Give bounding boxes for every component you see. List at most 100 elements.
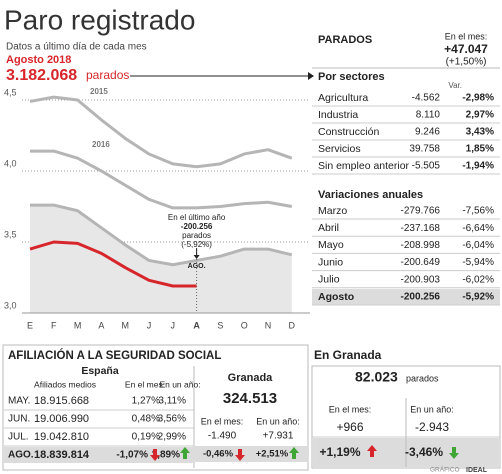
row-value: 18.839.814 [34, 449, 90, 461]
row-value: -4.562 [412, 93, 441, 104]
column-header: En el mes: [125, 379, 165, 389]
row-pct: 3,11% [158, 396, 186, 407]
row-value: 19.006.990 [34, 413, 89, 425]
series-label: 2016 [92, 140, 110, 149]
subtitle: Datos a último día de cada mes [6, 42, 147, 53]
highlight-row [4, 447, 194, 463]
total: 324.513 [223, 390, 277, 407]
highlight-row [312, 289, 500, 305]
row-label: Marzo [318, 205, 347, 217]
annotation: -200.256 [181, 222, 213, 231]
row-value: 39.758 [409, 144, 440, 155]
y-tick-label: 3,5 [4, 229, 17, 239]
unit: parados [406, 373, 439, 383]
row-value: -200.256 [401, 292, 441, 303]
x-tick-label: D [289, 320, 296, 330]
y-tick-label: 4,0 [4, 158, 17, 168]
sub-title: Granada [228, 372, 274, 384]
row-pct: -6,04% [462, 240, 494, 251]
row-value: -200.903 [401, 274, 441, 285]
total: 3.182.068 [6, 67, 77, 84]
arrow-up [289, 447, 299, 459]
row-pct: 3,56% [158, 414, 186, 425]
x-tick-label: M [74, 320, 82, 330]
column-header: En un año: [256, 416, 300, 426]
value: +47.047 [444, 42, 488, 56]
row-value: -200.649 [401, 257, 441, 268]
row-pct: -6,64% [462, 223, 494, 234]
pct: +2,51% [256, 449, 289, 460]
row-pct: 0,19% [132, 432, 160, 443]
row-label: AGO. [8, 450, 34, 461]
value: +7.931 [263, 431, 294, 442]
value: -2.943 [415, 420, 449, 434]
period: Agosto 2018 [6, 54, 71, 66]
section-title: AFILIACIÓN A LA SEGURIDAD SOCIAL [8, 349, 221, 362]
row-label: Agosto [318, 291, 354, 303]
row-label: JUL. [8, 432, 29, 443]
row-pct: 1,27% [132, 396, 160, 407]
y-tick-label: 4,5 [4, 87, 17, 97]
line [29, 95, 293, 169]
section-title: PARADOS [318, 34, 372, 46]
value: +966 [336, 420, 363, 434]
row-label: Sin empleo anterior [318, 160, 410, 172]
annotation: En el último año [168, 213, 226, 222]
section-title: Variaciones anuales [318, 189, 423, 201]
pct: -3,46% [405, 445, 443, 459]
row-pct: 2,97% [466, 110, 494, 121]
row-label: Servicios [318, 143, 361, 155]
row-label: Junio [318, 256, 343, 268]
row-pct: 3,43% [466, 127, 494, 138]
title: Paro registrado [4, 4, 195, 35]
arrow-up [180, 447, 190, 459]
annotation: parados [182, 231, 211, 240]
row-pct: -6,02% [462, 274, 494, 285]
section-title: En Granada [314, 348, 382, 362]
row-value: -279.766 [401, 206, 441, 217]
row-value: 9.246 [415, 127, 440, 138]
annotation: (-5,92%) [181, 240, 212, 249]
row-label: Abril [318, 222, 339, 234]
column-header: En un año: [159, 379, 200, 389]
section-title: Por sectores [318, 71, 385, 83]
column-header: En el mes: [201, 416, 244, 426]
credit: IDEAL [466, 467, 488, 474]
area [30, 205, 292, 313]
credit: GRÁFICO [430, 465, 460, 474]
x-tick-label: A [193, 320, 200, 330]
row-pct: 2,89% [152, 450, 180, 461]
x-tick-label: A [98, 320, 104, 330]
x-tick-label: E [27, 320, 33, 330]
row-value: 19.042.810 [34, 431, 89, 443]
total-unit: parados [86, 68, 129, 82]
row-pct: 1,85% [466, 144, 494, 155]
arrow-down [150, 449, 160, 461]
column-header: Afiliados medios [34, 379, 96, 389]
column-header: En un año: [410, 404, 454, 414]
row-pct: -5,92% [462, 292, 494, 303]
row-value: -5.505 [412, 161, 441, 172]
row-pct: -5,94% [462, 257, 494, 268]
x-tick-label: N [265, 320, 272, 330]
highlight-row [195, 446, 307, 462]
total: 82.023 [355, 369, 398, 385]
column-header: En el mes: [329, 404, 372, 414]
afiliacion-box [2, 344, 309, 471]
label: En el mes: [445, 31, 488, 41]
annotation-head [193, 255, 200, 259]
pct: +1,19% [319, 445, 360, 459]
row-label: Agricultura [318, 92, 368, 104]
line [29, 240, 197, 288]
annotation: AGO. [188, 263, 206, 270]
row-pct: -7,56% [462, 206, 494, 217]
row-label: Industria [318, 109, 358, 121]
granada-box [311, 365, 501, 469]
pct: (+1,50%) [446, 57, 487, 68]
row-value: 8.110 [416, 110, 441, 121]
row-label: JUN. [8, 414, 30, 425]
row-pct: 2,99% [158, 432, 186, 443]
row-label: MAY. [8, 396, 30, 407]
pointer-head [308, 72, 314, 80]
